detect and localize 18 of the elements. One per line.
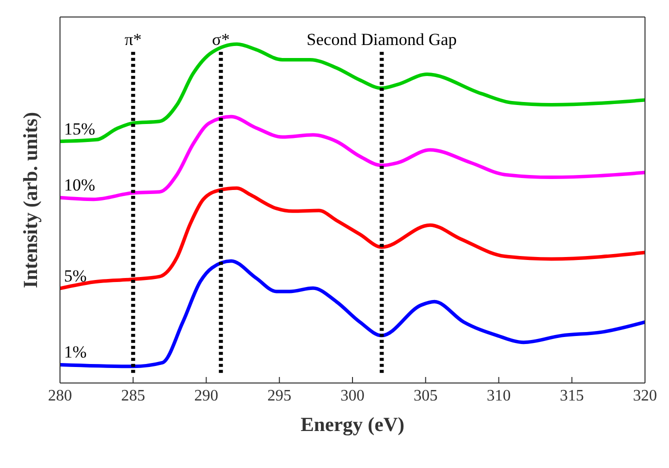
y-axis-title: Intensity (arb. units) <box>20 112 42 288</box>
ref-line-label: π* <box>124 30 142 49</box>
series-label: 15% <box>64 119 96 138</box>
x-tick-label: 300 <box>340 387 364 404</box>
x-axis-title: Energy (eV) <box>300 414 404 436</box>
ref-line-label: σ* <box>212 30 230 49</box>
x-tick-label: 290 <box>194 387 218 404</box>
x-tick-label: 305 <box>414 387 438 404</box>
x-tick-label: 295 <box>267 387 292 404</box>
x-tick-label: 315 <box>560 387 584 404</box>
series-label: 10% <box>64 176 96 195</box>
series-label: 1% <box>64 342 87 362</box>
x-tick-label: 285 <box>121 387 146 404</box>
x-tick-label: 310 <box>486 387 511 404</box>
series-label: 5% <box>64 266 87 286</box>
x-tick-label: 320 <box>633 387 657 404</box>
x-tick-label: 280 <box>48 387 72 404</box>
ref-line-label: Second Diamond Gap <box>306 30 457 49</box>
